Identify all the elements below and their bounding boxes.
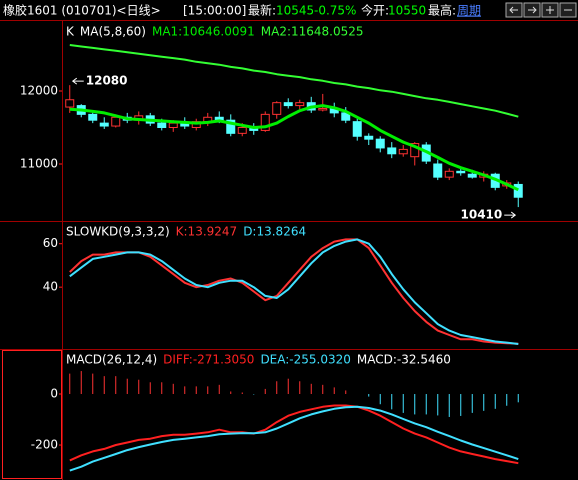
candle-body	[260, 113, 270, 131]
latest-price: 10545	[276, 4, 314, 18]
annotation-arrow	[504, 211, 517, 219]
legend-entry: D:13.8264	[243, 225, 306, 239]
candle-body	[352, 121, 362, 137]
high-label: 最高:	[428, 3, 456, 18]
candle-body	[111, 116, 121, 127]
candle-body	[375, 138, 385, 149]
legend-entry: DEA:-255.0320	[260, 353, 350, 367]
series-line	[69, 238, 519, 345]
series-line	[69, 405, 519, 472]
legend-entry: K:13.9247	[176, 225, 238, 239]
panel-title: SLOWKD(9,3,3,2)	[66, 225, 170, 239]
candle-body	[467, 173, 477, 178]
y-tick-label: 12000	[20, 83, 58, 97]
candle-body	[237, 126, 247, 134]
annotation: 12080	[86, 74, 128, 88]
candle-body	[168, 122, 178, 128]
toolbar	[505, 2, 577, 18]
button-icons	[509, 6, 572, 14]
legend-entry: MA2:11648.0525	[261, 25, 364, 39]
y-tick-label: 40	[43, 280, 58, 294]
series-line	[69, 238, 519, 345]
symbol: 橡胶1601 (010701)<日线>	[3, 3, 161, 18]
annotation-arrow	[71, 77, 84, 85]
candle-body	[364, 135, 374, 140]
candle-body	[398, 148, 408, 155]
change: -0.75%	[314, 4, 356, 18]
y-tick-label: -200	[31, 438, 58, 452]
candle-body	[318, 108, 328, 111]
candle-body	[88, 113, 98, 121]
open-label: 今开:	[361, 3, 389, 18]
candle-body	[410, 143, 420, 158]
y-tick-label: 0	[50, 387, 58, 401]
period-link[interactable]: 周期	[457, 4, 481, 18]
candle-body	[387, 147, 397, 155]
legend-entry: MACD:-32.5460	[357, 353, 451, 367]
selected-axis-box	[2, 350, 62, 479]
candle-body	[444, 170, 454, 178]
series-line	[69, 404, 519, 465]
legend-entry: DIFF:-271.3050	[163, 353, 254, 367]
y-tick-label: 60	[43, 236, 58, 250]
candle-body	[157, 122, 167, 128]
candle-body	[272, 102, 282, 115]
open-price: 10550	[388, 4, 426, 18]
candle-body	[283, 102, 293, 107]
candle-body	[295, 102, 305, 107]
legend-entry: MA1:10646.0091	[152, 25, 255, 39]
time: [15:00:00]	[183, 4, 246, 18]
candle-body	[513, 183, 523, 198]
frame	[0, 20, 578, 480]
series-line	[69, 104, 519, 192]
candle-body	[433, 163, 443, 178]
indicator: MA(5,8,60)	[80, 25, 146, 39]
series-line	[69, 44, 519, 118]
annotation: 10410	[461, 208, 503, 222]
latest-label: 最新:	[248, 3, 276, 18]
candle-body	[99, 122, 109, 127]
candle-body	[456, 170, 466, 174]
y-tick-label: 11000	[20, 157, 58, 171]
panel-title: K	[66, 25, 75, 39]
candle-body	[65, 99, 75, 108]
panel-title: MACD(26,12,4)	[66, 353, 157, 367]
candle-body	[226, 119, 236, 134]
